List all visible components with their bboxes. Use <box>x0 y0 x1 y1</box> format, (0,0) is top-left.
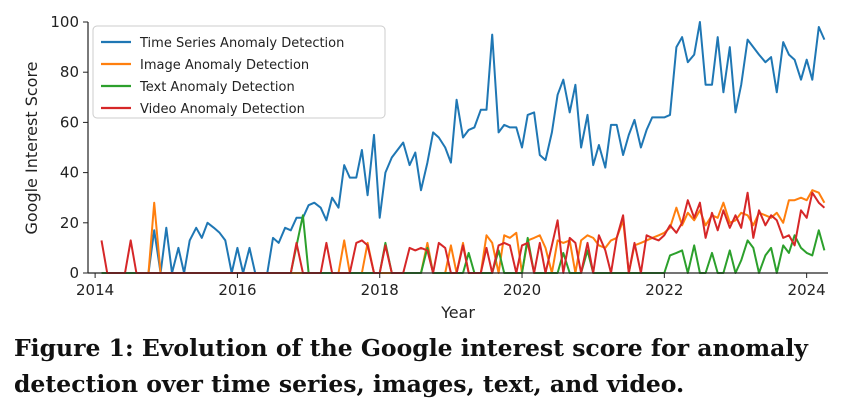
x-tick-label: 2022 <box>645 281 683 299</box>
series-line-1 <box>101 189 826 274</box>
x-tick-label: 2024 <box>788 281 826 299</box>
y-tick-label: 100 <box>50 13 79 31</box>
legend-label: Video Anomaly Detection <box>140 102 305 117</box>
series-line-3 <box>100 191 826 274</box>
x-tick-label: 2016 <box>218 281 256 299</box>
y-tick-label: 40 <box>60 164 79 182</box>
figure-caption: Figure 1: Evolution of the Google intere… <box>14 334 808 398</box>
axes <box>87 22 828 274</box>
legend: Time Series Anomaly Detection Image Anoma… <box>92 25 386 119</box>
legend-label: Time Series Anomaly Detection <box>139 36 344 51</box>
y-axis-title: Google Interest Score <box>22 61 41 234</box>
x-tick-label: 2014 <box>76 281 114 299</box>
legend-box <box>92 25 386 119</box>
series-line-0 <box>101 21 826 274</box>
y-tick-label: 0 <box>69 264 79 282</box>
legend-label: Image Anomaly Detection <box>140 58 309 73</box>
x-tick-label: 2020 <box>503 281 541 299</box>
y-tick-label: 60 <box>60 113 79 131</box>
y-tick-label: 80 <box>60 63 79 81</box>
x-tick-label: 2018 <box>361 281 399 299</box>
x-axis-title: Year <box>440 303 475 322</box>
line-chart: 2014 2016 2018 2020 2022 2024 0 20 40 60 80 100 Yea… <box>22 13 828 322</box>
legend-label: Text Anomaly Detection <box>139 80 295 95</box>
y-tick-label: 20 <box>60 214 79 232</box>
ticks: 2014 2016 2018 2020 2022 2024 0 20 40 60 80 100 <box>50 13 825 299</box>
